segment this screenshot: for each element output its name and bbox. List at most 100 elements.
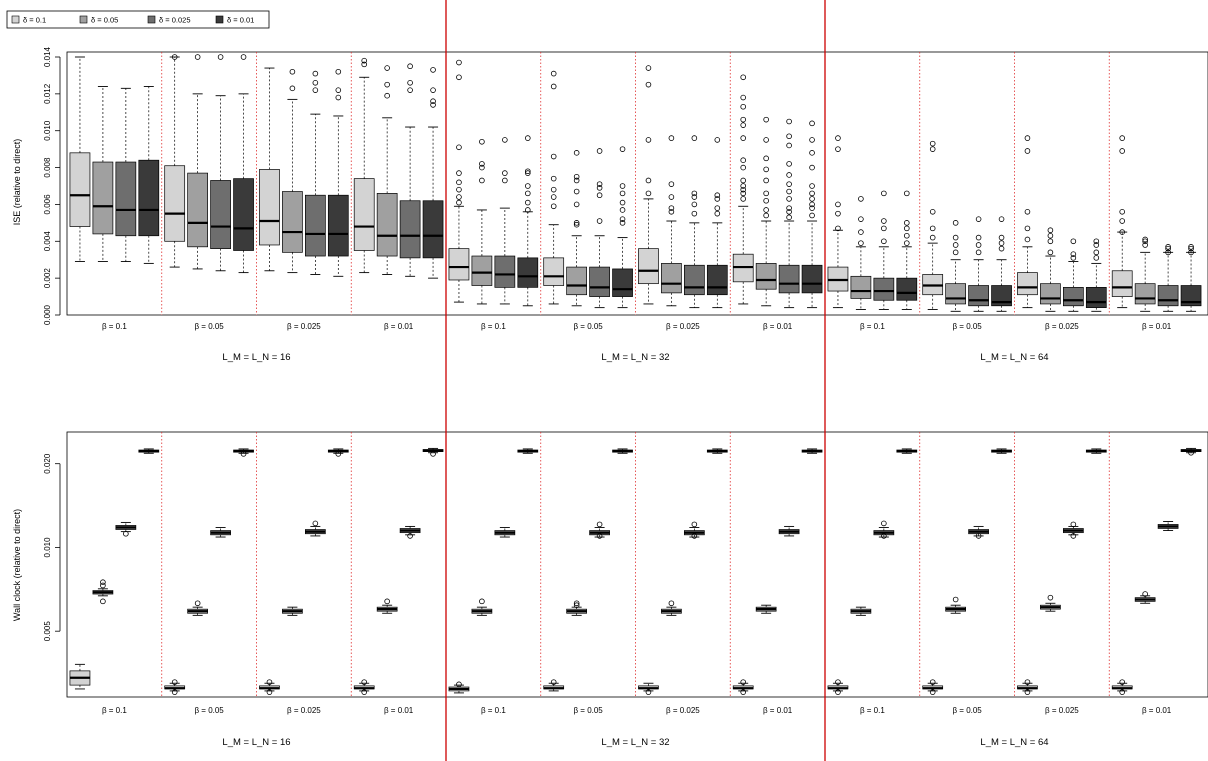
beta-label: β = 0.01 <box>384 322 414 331</box>
beta-label: β = 0.1 <box>860 706 885 715</box>
outlier-point <box>550 679 557 685</box>
boxplot <box>661 600 682 616</box>
outlier-point <box>763 190 769 197</box>
beta-label: β = 0.05 <box>952 706 982 715</box>
top-y-axis-title: ISE (relative to direct) <box>12 139 22 226</box>
beta-label: β = 0.1 <box>481 706 506 715</box>
boxplot <box>233 448 254 457</box>
beta-label: β = 0.01 <box>763 706 793 715</box>
top-y-tick-label: 0.006 <box>43 194 52 215</box>
outlier-point <box>903 220 910 226</box>
beta-label: β = 0.05 <box>573 706 603 715</box>
boxplot <box>164 679 186 695</box>
boxplot <box>115 521 137 537</box>
outlier-point <box>456 170 462 176</box>
outlier-point <box>740 679 746 685</box>
box <box>543 257 565 286</box>
outlier-point <box>809 183 815 189</box>
outlier-point <box>1119 148 1125 154</box>
boxplot <box>1180 447 1202 456</box>
outlier-point <box>858 240 864 246</box>
outlier-point <box>835 679 841 685</box>
outlier-point <box>929 140 936 147</box>
bottom-y-tick-label: 0.020 <box>43 453 52 474</box>
outlier-point <box>786 205 792 211</box>
outlier-point <box>740 122 746 128</box>
outlier-point <box>524 168 531 175</box>
box <box>991 285 1012 307</box>
outlier-point <box>1119 135 1125 141</box>
boxplot <box>282 606 303 616</box>
outlier-point <box>361 57 368 64</box>
outlier-point <box>456 681 462 688</box>
box <box>259 169 280 246</box>
bottom-plot-frame <box>66 431 1208 698</box>
group-label: L_M = L_N = 64 <box>980 737 1048 748</box>
boxplot <box>566 600 588 616</box>
box <box>638 248 659 285</box>
outlier-point <box>1188 244 1194 250</box>
top-y-tick-label: 0.010 <box>43 120 52 141</box>
outlier-point <box>524 135 531 141</box>
outlier-point <box>479 177 485 184</box>
top-y-tick-label: 0.002 <box>43 268 52 289</box>
outlier-point <box>835 210 841 217</box>
boxplot <box>399 63 421 277</box>
outlier-point <box>1024 689 1031 695</box>
outlier-point <box>952 220 959 226</box>
outlier-point <box>524 170 531 176</box>
outlier-point <box>1047 594 1054 601</box>
box <box>778 264 800 294</box>
outlier-point <box>596 192 603 199</box>
outlier-point <box>1093 255 1100 261</box>
outlier-point <box>668 135 675 141</box>
boxplot <box>282 68 303 274</box>
outlier-point <box>596 533 603 539</box>
boxplot <box>922 679 944 695</box>
outlier-point <box>1119 209 1125 215</box>
box <box>1157 285 1179 307</box>
outlier-point <box>619 146 626 152</box>
boxplot <box>1040 594 1061 612</box>
outlier-point <box>929 209 936 215</box>
boxplot <box>683 521 705 539</box>
outlier-point <box>1093 249 1100 256</box>
boxplot <box>399 525 421 539</box>
outlier-point <box>456 59 462 66</box>
outlier-point <box>786 161 792 167</box>
top-y-tick-label: 0.004 <box>43 231 52 252</box>
outlier-point <box>171 54 178 60</box>
boxplot <box>732 679 754 695</box>
outlier-point <box>929 225 936 232</box>
outlier-point <box>740 74 746 81</box>
box <box>376 193 398 257</box>
boxplot <box>543 70 565 305</box>
legend-swatch-4 <box>215 15 224 24</box>
outlier-point <box>407 87 413 93</box>
box <box>305 194 326 257</box>
box <box>448 248 470 281</box>
box <box>873 277 895 301</box>
outlier-point <box>573 173 580 180</box>
outlier-point <box>573 201 580 208</box>
outlier-point <box>952 242 959 248</box>
boxplot <box>706 448 728 454</box>
legend: δ = 0.1 δ = 0.05 δ = 0.025 δ = 0.01 <box>6 10 270 29</box>
outlier-point <box>881 190 887 197</box>
outlier-point <box>384 598 390 605</box>
top-y-tick-label: 0.008 <box>43 157 52 178</box>
outlier-point <box>740 164 746 171</box>
outlier-point <box>479 598 485 605</box>
box <box>422 200 444 259</box>
boxplot <box>448 59 470 303</box>
legend-item-4: δ = 0.01 <box>215 15 254 25</box>
outlier-point <box>596 521 603 528</box>
outlier-point <box>1142 591 1148 597</box>
outlier-point <box>1165 249 1171 256</box>
outlier-point <box>809 150 815 156</box>
box <box>210 180 231 250</box>
outlier-point <box>361 679 368 685</box>
outlier-point <box>596 181 603 187</box>
outlier-point <box>998 240 1005 246</box>
outlier-point <box>502 137 508 143</box>
